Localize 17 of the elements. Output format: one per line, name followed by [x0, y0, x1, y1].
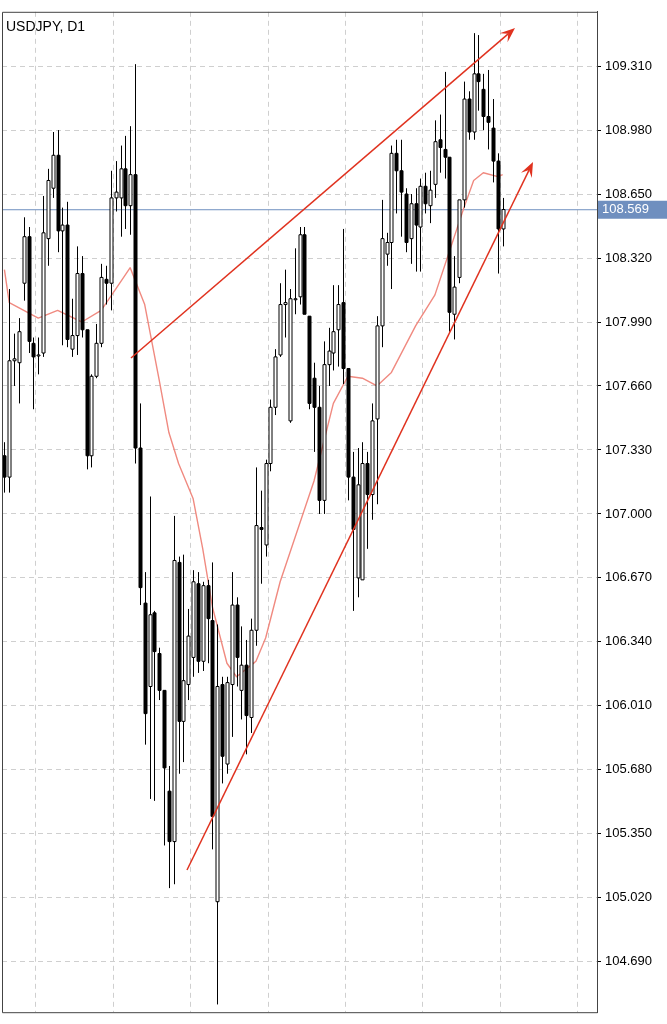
- y-tick-label: 107.330: [605, 441, 652, 457]
- y-tick-label: 108.650: [605, 185, 652, 201]
- y-tick-label: 108.320: [605, 249, 652, 265]
- y-tick-label: 105.680: [605, 761, 652, 777]
- y-tick-label: 107.660: [605, 377, 652, 393]
- ref-line-label: 108.569: [602, 201, 649, 217]
- y-tick-label: 109.310: [605, 57, 652, 73]
- y-tick-label: 105.350: [605, 825, 652, 841]
- y-tick-label: 106.010: [605, 697, 652, 713]
- y-tick-label: 105.020: [605, 889, 652, 905]
- y-tick-label: 106.670: [605, 569, 652, 585]
- chart-title: USDJPY, D1: [6, 17, 86, 34]
- y-tick-label: 107.000: [605, 505, 652, 521]
- y-tick-label: 107.990: [605, 313, 652, 329]
- y-tick-label: 108.980: [605, 121, 652, 137]
- y-tick-label: 106.340: [605, 633, 652, 649]
- y-tick-label: 104.690: [605, 953, 652, 969]
